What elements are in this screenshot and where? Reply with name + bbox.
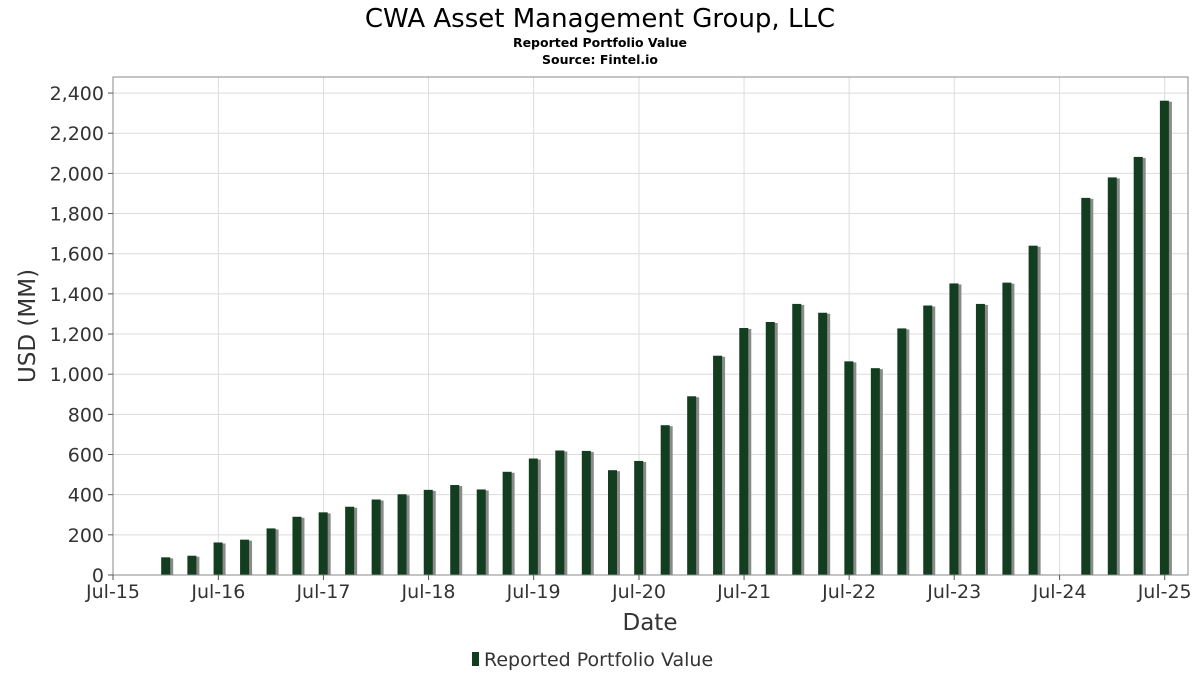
- y-tick-label: 800: [68, 404, 104, 426]
- y-tick-label: 1,200: [50, 324, 104, 346]
- x-tick-label: Jul-19: [506, 581, 561, 603]
- bar: [397, 494, 407, 575]
- bar: [949, 283, 959, 575]
- x-axis-label: Date: [623, 610, 678, 636]
- y-tick-label: 600: [68, 445, 104, 467]
- bar: [528, 458, 538, 575]
- bar: [765, 321, 775, 575]
- bar: [975, 303, 985, 575]
- bar: [240, 539, 250, 575]
- bar: [818, 312, 828, 575]
- bar: [687, 396, 697, 575]
- x-tick-label: Jul-25: [1137, 581, 1192, 603]
- y-axis-label: USD (MM): [15, 269, 41, 383]
- bar: [923, 305, 933, 575]
- bar: [844, 361, 854, 575]
- bars: [161, 100, 1172, 576]
- bar: [371, 499, 381, 575]
- plot-frame: [112, 76, 1189, 576]
- x-tick-label: Jul-21: [716, 581, 771, 603]
- bar: [213, 542, 223, 575]
- bar: [634, 460, 644, 575]
- bar: [1081, 197, 1091, 575]
- x-tick-label: Jul-24: [1032, 581, 1087, 603]
- bar: [345, 506, 355, 575]
- legend: Reported Portfolio Value: [472, 649, 713, 671]
- bar: [502, 471, 512, 575]
- bar: [266, 528, 276, 575]
- y-tick-label: 1,400: [50, 284, 104, 306]
- bar: [897, 328, 907, 575]
- bar: [318, 512, 328, 575]
- x-tick-label: Jul-22: [821, 581, 876, 603]
- bar: [450, 485, 460, 575]
- y-tick-label: 1,800: [50, 204, 104, 226]
- bar: [792, 303, 802, 575]
- legend-swatch: [472, 652, 479, 666]
- bar: [1107, 177, 1117, 575]
- chart-title: CWA Asset Management Group, LLC: [365, 4, 835, 34]
- y-tick-label: 200: [68, 525, 104, 547]
- x-tick-label: Jul-23: [926, 581, 981, 603]
- bar: [713, 355, 723, 575]
- y-axis-ticks: 0 200 400 600 800 1,000 1,200 1,400 1,600 1,800 2,…: [50, 83, 113, 587]
- bar: [292, 516, 302, 575]
- bar: [1159, 100, 1169, 575]
- y-tick-label: 2,400: [50, 83, 104, 105]
- chart-subtitle: Reported Portfolio Value: [513, 35, 687, 50]
- y-tick-label: 1,600: [50, 244, 104, 266]
- bar: [581, 450, 591, 575]
- x-tick-label: Jul-20: [611, 581, 666, 603]
- x-tick-label: Jul-17: [295, 581, 350, 603]
- bar: [1028, 245, 1038, 575]
- bar: [1002, 282, 1012, 575]
- y-tick-label: 2,200: [50, 123, 104, 145]
- bar: [423, 489, 433, 575]
- bar: [476, 489, 486, 575]
- bar: [187, 555, 197, 575]
- chart-source: Source: Fintel.io: [542, 52, 658, 67]
- y-tick-label: 2,000: [50, 163, 104, 185]
- bar: [870, 368, 880, 575]
- bar: [1133, 156, 1143, 576]
- bar: [739, 328, 749, 575]
- bar: [660, 425, 670, 575]
- legend-label: Reported Portfolio Value: [484, 649, 713, 671]
- y-tick-label: 400: [68, 485, 104, 507]
- bar: [161, 557, 171, 575]
- y-tick-label: 0: [92, 565, 104, 587]
- bar: [607, 470, 617, 575]
- y-tick-label: 1,000: [50, 364, 104, 386]
- x-axis-ticks: Jul-15 Jul-16 Jul-17 Jul-18 Jul-19 Jul-20 Jul-…: [85, 575, 1192, 603]
- x-tick-label: Jul-16: [190, 581, 245, 603]
- x-tick-label: Jul-15: [85, 581, 140, 603]
- x-tick-label: Jul-18: [401, 581, 456, 603]
- bar: [555, 450, 565, 575]
